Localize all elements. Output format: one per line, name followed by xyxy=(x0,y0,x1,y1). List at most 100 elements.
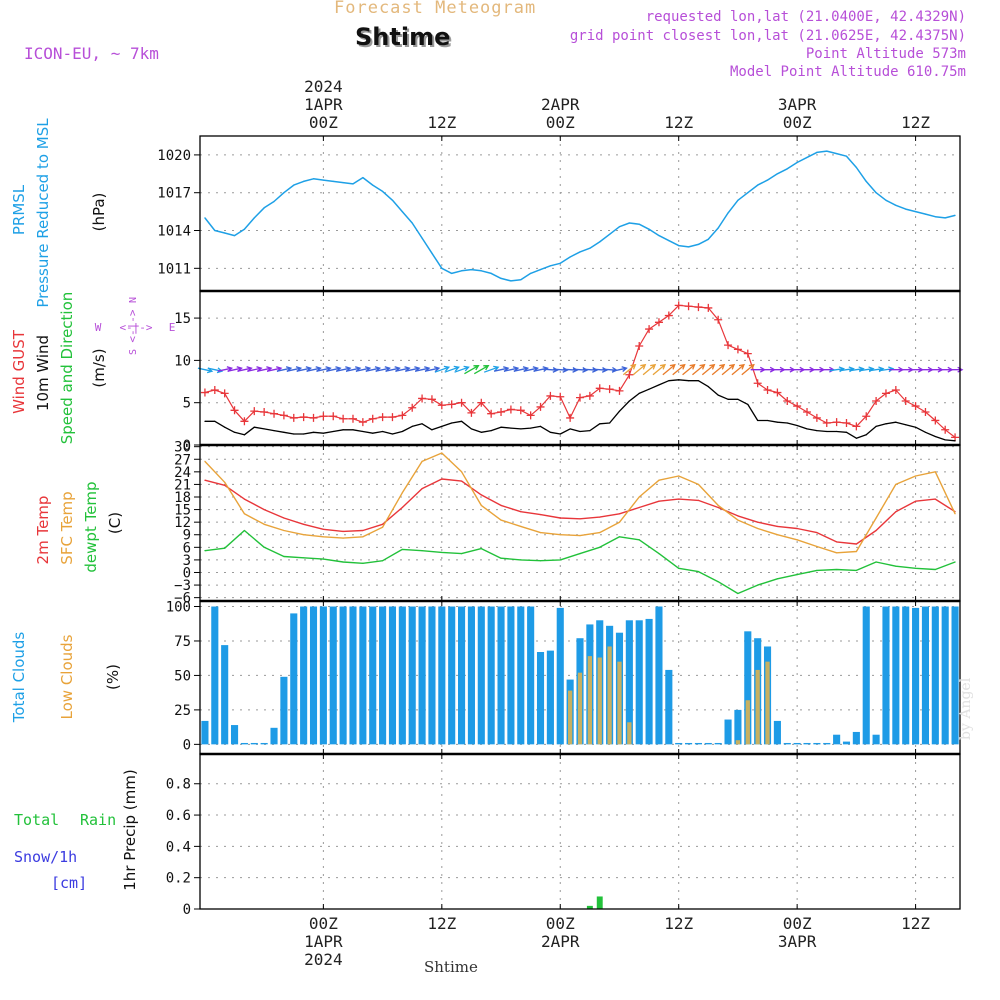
clouds-unit-label: (%) xyxy=(104,664,122,690)
total-cloud-bar xyxy=(260,742,268,745)
temp-sfc-line-point xyxy=(618,521,621,523)
y-tick-label: 15 xyxy=(174,311,191,327)
wind-gust-marker xyxy=(240,417,249,426)
time-axis-bottom-label: 00Z xyxy=(783,914,812,933)
low-cloud-bar xyxy=(567,690,573,745)
temp-sfc-line-point xyxy=(658,479,660,481)
wind-gust-marker xyxy=(309,413,318,422)
temp-sfc-line-point xyxy=(796,539,798,541)
wind-speed-line-point xyxy=(332,430,334,433)
wind-gust-marker xyxy=(576,393,584,402)
dewpoint-line-point xyxy=(737,592,739,595)
pressure-line-point xyxy=(263,207,265,209)
wind-direction-arrow xyxy=(464,365,480,375)
total-cloud-bar xyxy=(556,607,564,745)
temp-2m-line-point xyxy=(875,529,877,532)
y-tick-label: 30 xyxy=(174,440,191,456)
pressure-line-point xyxy=(312,178,315,180)
wind-speed-line-point xyxy=(204,420,206,422)
compass-north-label: N xyxy=(128,297,139,303)
wind-direction-arrow xyxy=(652,363,667,376)
wind-speed-line-point xyxy=(233,431,236,433)
temp-2m-line-point xyxy=(520,511,522,513)
dewpoint-line-point xyxy=(441,551,443,553)
wind-speed-line-point xyxy=(579,430,581,433)
dewpoint-line-point xyxy=(796,573,798,576)
total-cloud-bar xyxy=(388,606,397,745)
temp-2m-line-point xyxy=(638,506,640,509)
wind-gust-marker xyxy=(467,408,476,417)
wind-speed-line-point xyxy=(362,430,364,433)
pressure-line-point xyxy=(490,272,492,274)
temp-sfc-line-point xyxy=(520,525,522,527)
temp-sfc-line-point xyxy=(480,504,482,506)
wind-speed-line-point xyxy=(757,419,759,422)
wind-gust-marker xyxy=(625,370,634,379)
total-cloud-bar xyxy=(813,742,821,745)
wind-speed-line-point xyxy=(905,424,907,426)
wind-gust-marker xyxy=(822,419,831,427)
temp-sfc-line-point xyxy=(559,534,561,536)
wind-direction-arrow xyxy=(572,366,589,373)
temp-2m-line-point xyxy=(855,543,857,545)
pressure-line-point xyxy=(766,179,769,181)
wind-speed-line-point xyxy=(618,410,621,412)
pressure-label: PRMSL xyxy=(10,184,28,235)
total-cloud-bar xyxy=(635,620,643,745)
wind-gust-marker xyxy=(842,419,851,427)
dewpoint-line-point xyxy=(401,548,403,551)
total-cloud-bar xyxy=(477,606,485,745)
temp-sfc-label: SFC Temp xyxy=(58,491,76,564)
wind-speed-line-point xyxy=(678,379,680,381)
time-axis-top-label: 3APR xyxy=(778,95,817,114)
low-cloud-bar xyxy=(597,657,602,745)
pressure-line-point xyxy=(559,262,561,264)
station-name: Shtime xyxy=(355,23,451,51)
wind-gust-marker xyxy=(516,406,525,415)
dewpoint-line-point xyxy=(599,546,601,548)
wind-speed-line-point xyxy=(599,423,601,425)
total-cloud-bar xyxy=(369,606,377,745)
dewpoint-line-point xyxy=(243,529,246,532)
dewpoint-line-point xyxy=(342,561,344,563)
total-cloud-bar xyxy=(418,606,426,745)
wind-direction-arrow xyxy=(672,363,686,376)
wind-direction-arrow xyxy=(632,363,647,376)
dewpoint-line-point xyxy=(855,569,857,571)
dewpoint-line-point xyxy=(322,558,324,560)
pressure-line-point xyxy=(905,208,907,210)
wind-gust-marker xyxy=(506,405,515,414)
temp-sfc-line-point xyxy=(875,517,877,519)
compass-vertical-arrows: <-|-> xyxy=(126,309,139,342)
pressure-line-point xyxy=(214,229,216,232)
temp-2m-line-point xyxy=(342,530,344,532)
wind-speed-line-point xyxy=(845,431,848,433)
pressure-line-point xyxy=(273,200,275,203)
wind-speed-line-point xyxy=(303,433,305,435)
requested-coords: requested lon,lat (21.0400E, 42.4329N) xyxy=(645,9,966,25)
dewpoint-line-point xyxy=(914,567,917,569)
total-cloud-bar xyxy=(665,669,673,745)
total-cloud-bar xyxy=(467,606,475,745)
low-cloud-bar xyxy=(627,722,632,745)
temp-sfc-line-point xyxy=(381,526,384,528)
dewpoint-line-point xyxy=(381,560,384,562)
temp-sfc-line-point xyxy=(757,527,759,530)
wind-speed-line-point xyxy=(717,394,719,396)
pressure-line-point xyxy=(253,217,255,219)
dewpoint-line-point xyxy=(618,536,621,538)
pressure-line-point xyxy=(579,251,581,253)
wind-direction-arrow xyxy=(444,365,460,373)
wind-speed-line-point xyxy=(342,429,344,431)
total-cloud-bar xyxy=(902,606,910,745)
pressure-line-point xyxy=(609,233,611,235)
time-axis-top-label: 2024 xyxy=(304,77,343,96)
temp-sfc-line-point xyxy=(737,519,739,521)
pressure-line-point xyxy=(924,213,927,215)
wind-speed-line-point xyxy=(224,426,226,428)
total-cloud-bar xyxy=(448,606,456,745)
temp-sfc-line-point xyxy=(914,475,917,477)
wind-gust-marker xyxy=(319,412,328,421)
pressure-line-point xyxy=(391,199,394,201)
total-cloud-bar xyxy=(734,709,742,745)
